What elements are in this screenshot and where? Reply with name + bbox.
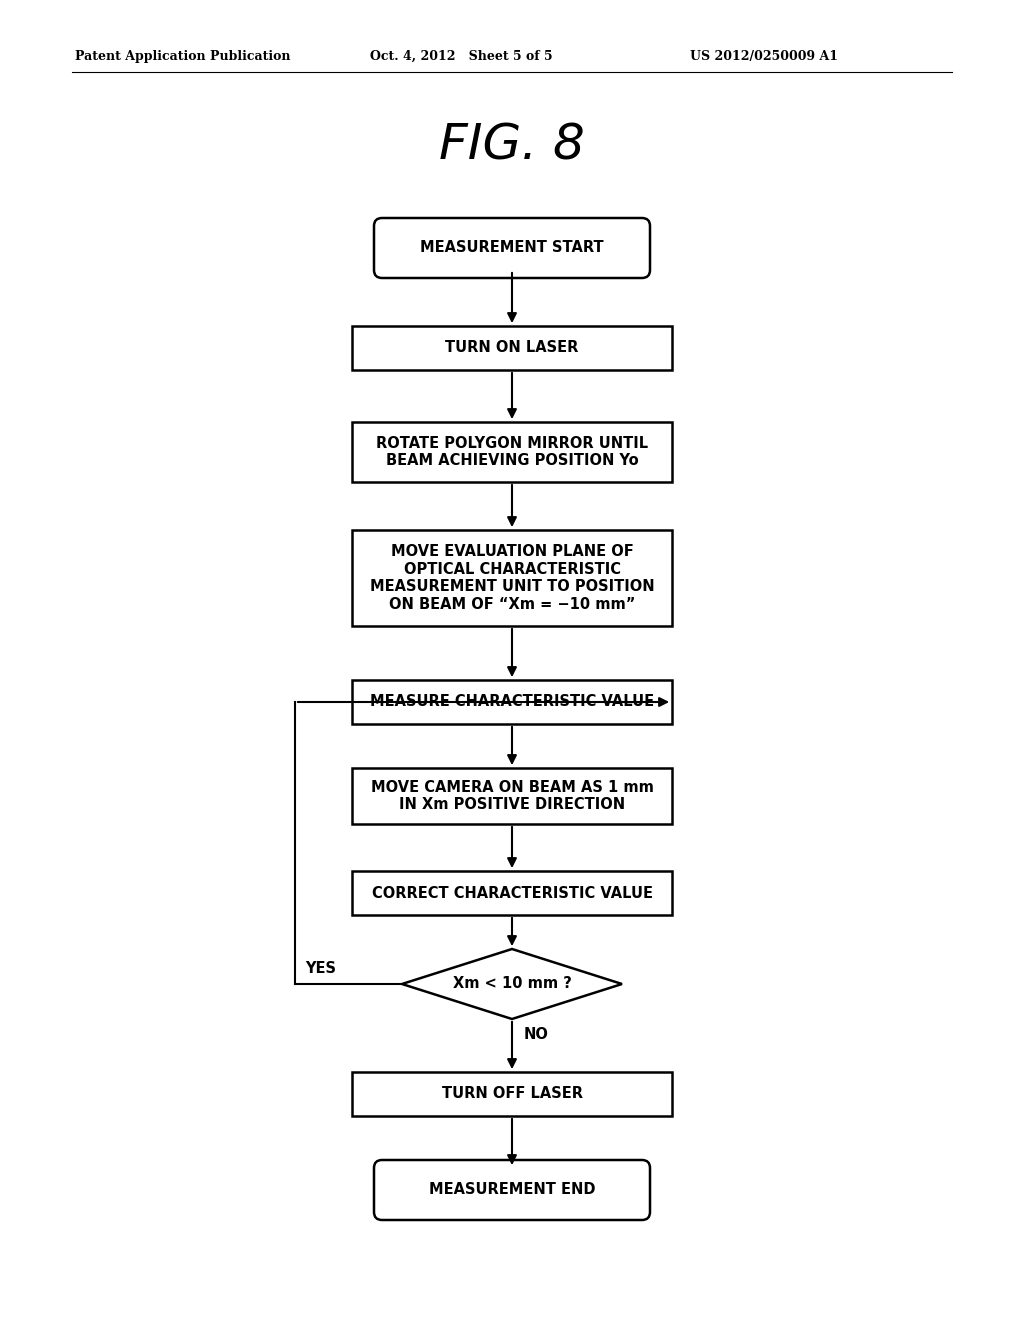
Bar (352, 422, 672, 482)
Text: YES: YES (305, 961, 336, 975)
Text: NO: NO (524, 1027, 549, 1041)
Text: MEASUREMENT START: MEASUREMENT START (420, 240, 604, 256)
Polygon shape (402, 949, 622, 1019)
Bar (352, 326, 672, 370)
Text: MOVE CAMERA ON BEAM AS 1 mm
IN Xm POSITIVE DIRECTION: MOVE CAMERA ON BEAM AS 1 mm IN Xm POSITI… (371, 780, 653, 812)
Bar (352, 531, 672, 626)
Text: TURN OFF LASER: TURN OFF LASER (441, 1086, 583, 1101)
Text: MEASURE CHARACTERISTIC VALUE: MEASURE CHARACTERISTIC VALUE (370, 694, 654, 710)
Text: CORRECT CHARACTERISTIC VALUE: CORRECT CHARACTERISTIC VALUE (372, 886, 652, 900)
Text: Patent Application Publication: Patent Application Publication (75, 50, 291, 63)
FancyBboxPatch shape (374, 218, 650, 279)
Bar (352, 680, 672, 723)
Text: TURN ON LASER: TURN ON LASER (445, 341, 579, 355)
Bar (352, 1072, 672, 1115)
Text: US 2012/0250009 A1: US 2012/0250009 A1 (690, 50, 838, 63)
Text: MEASUREMENT END: MEASUREMENT END (429, 1183, 595, 1197)
Text: FIG. 8: FIG. 8 (439, 121, 585, 169)
FancyBboxPatch shape (374, 1160, 650, 1220)
Text: Oct. 4, 2012   Sheet 5 of 5: Oct. 4, 2012 Sheet 5 of 5 (370, 50, 553, 63)
Text: ROTATE POLYGON MIRROR UNTIL
BEAM ACHIEVING POSITION Yo: ROTATE POLYGON MIRROR UNTIL BEAM ACHIEVI… (376, 436, 648, 469)
Text: MOVE EVALUATION PLANE OF
OPTICAL CHARACTERISTIC
MEASUREMENT UNIT TO POSITION
ON : MOVE EVALUATION PLANE OF OPTICAL CHARACT… (370, 544, 654, 611)
Text: Xm < 10 mm ?: Xm < 10 mm ? (453, 977, 571, 991)
Bar (352, 768, 672, 824)
Bar (352, 871, 672, 915)
